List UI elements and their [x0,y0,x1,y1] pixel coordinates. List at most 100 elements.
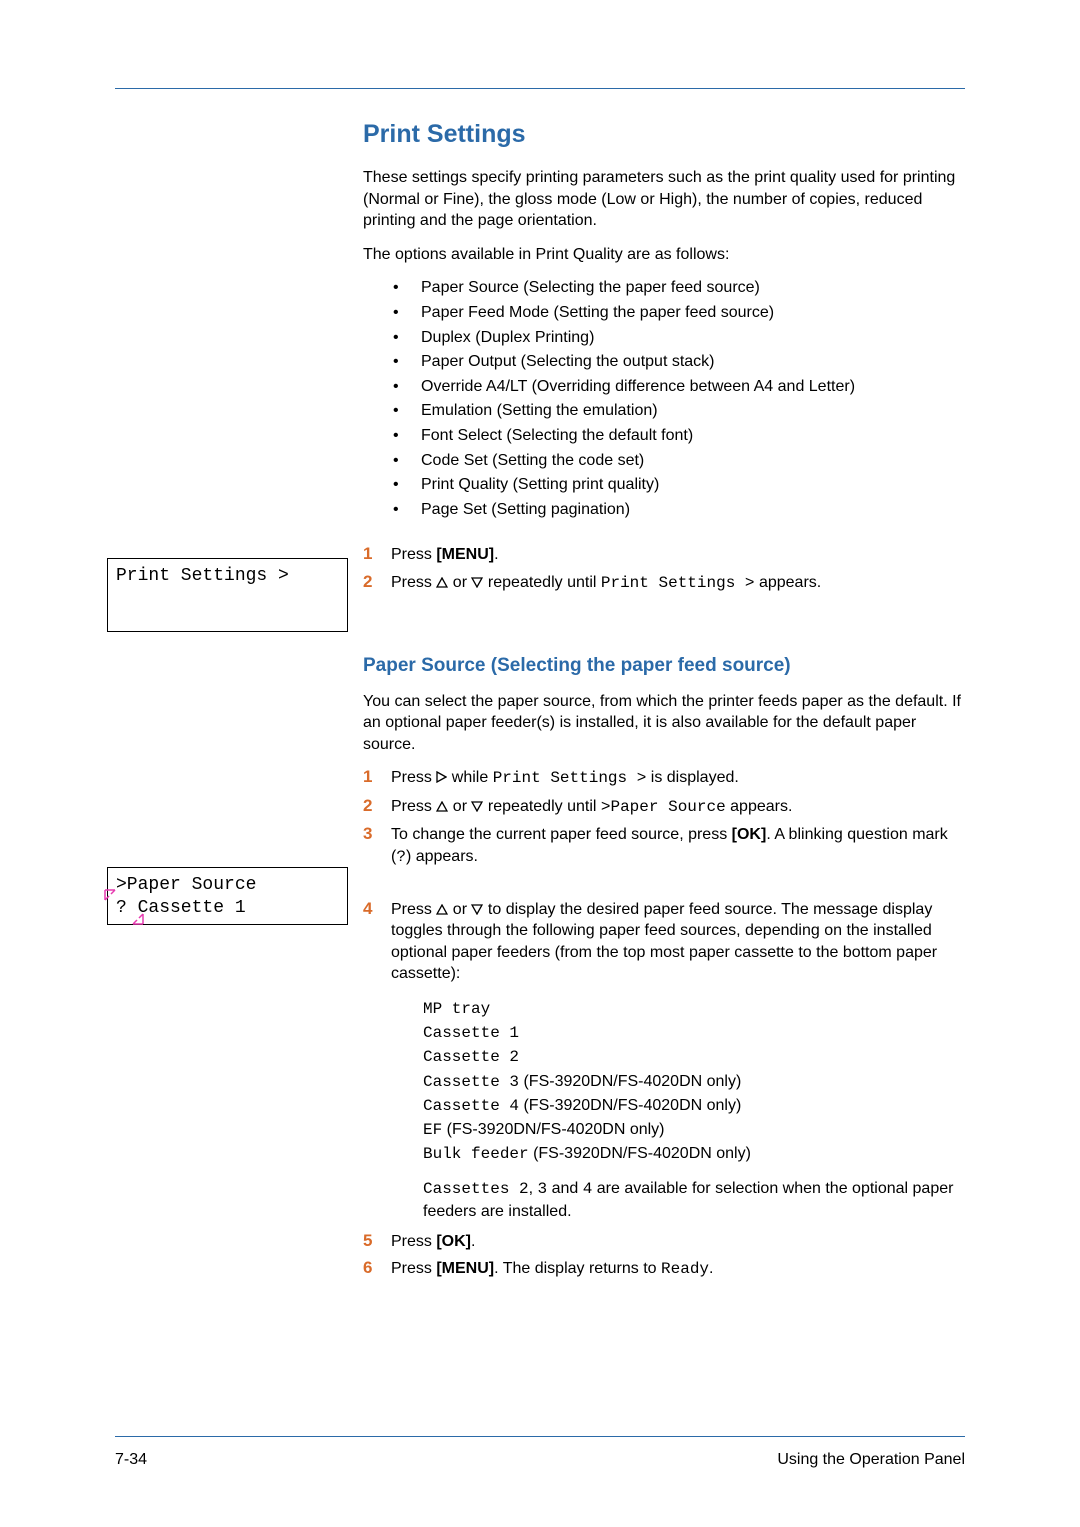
option-item: Font Select (Selecting the default font) [363,425,963,447]
bottom-rule [115,1436,965,1437]
src-row: MP tray [423,997,963,1021]
mono: >Paper Source [601,798,726,816]
m: EF [423,1121,442,1139]
up-icon [436,801,448,812]
t: Press [391,798,436,815]
step-number: 1 [363,767,391,787]
main-content: Print Settings These settings specify pr… [363,120,963,1287]
t: . [471,1233,475,1250]
option-item: Emulation (Setting the emulation) [363,400,963,422]
t: or [448,901,471,918]
intro-paragraph: These settings specify printing paramete… [363,167,963,232]
src-row: Cassette 3 (FS-3920DN/FS-4020DN only) [423,1070,963,1094]
n: (FS-3920DN/FS-4020DN only) [519,1097,741,1114]
right-icon [436,771,447,783]
options-lead: The options available in Print Quality a… [363,244,963,266]
n: (FS-3920DN/FS-4020DN only) [519,1073,741,1090]
t: appears. [755,574,822,591]
down-icon [471,801,483,812]
up-icon [436,577,448,588]
t: and [547,1180,583,1197]
top-rule [115,88,965,89]
section-body: You can select the paper source, from wh… [363,691,963,756]
page-label-right: Using the Operation Panel [777,1451,965,1469]
m: Cassette 2 [423,1048,519,1066]
step-b5: 5 Press [OK]. [363,1231,963,1253]
down-icon [471,577,483,588]
cassette-note: Cassettes 2, 3 and 4 are available for s… [423,1178,963,1222]
step-b2: 2 Press or repeatedly until >Paper Sourc… [363,796,963,819]
src-row: Bulk feeder (FS-3920DN/FS-4020DN only) [423,1142,963,1166]
t: . [709,1260,713,1277]
step-b3: 3 To change the current paper feed sourc… [363,824,963,868]
step-b6: 6 Press [MENU]. The display returns to R… [363,1258,963,1281]
corner-mark-2 [131,912,145,926]
source-list: MP tray Cassette 1 Cassette 2 Cassette 3… [423,997,963,1166]
key: [OK] [436,1233,471,1250]
t: or [448,574,471,591]
step-text: Press [MENU]. The display returns to Rea… [391,1258,713,1281]
step-b4: 4 Press or to display the desired paper … [363,899,963,1223]
n: (FS-3920DN/FS-4020DN only) [529,1145,751,1162]
t: Press [391,1260,436,1277]
option-item: Override A4/LT (Overriding difference be… [363,376,963,398]
t: . [494,546,498,563]
step-text: Press while Print Settings > is displaye… [391,767,739,790]
lcd2-line2: ? Cassette 1 [116,897,339,920]
m: 4 [583,1180,593,1198]
t: appears. [726,798,793,815]
t: or [448,798,471,815]
m: Cassette 3 [423,1073,519,1091]
option-item: Paper Feed Mode (Setting the paper feed … [363,302,963,324]
t: To change the current paper feed source,… [391,826,732,843]
src-row: Cassette 4 (FS-3920DN/FS-4020DN only) [423,1094,963,1118]
corner-mark-1 [103,888,117,902]
step-number: 5 [363,1231,391,1251]
mono: Print Settings > [493,769,647,787]
m: Cassette 1 [423,1024,519,1042]
section-heading: Paper Source (Selecting the paper feed s… [363,655,963,677]
option-item: Print Quality (Setting print quality) [363,474,963,496]
down-icon [471,904,483,915]
option-item: Duplex (Duplex Printing) [363,327,963,349]
option-item: Paper Output (Selecting the output stack… [363,351,963,373]
step-a1: 1 Press [MENU]. [363,544,963,566]
src-row: EF (FS-3920DN/FS-4020DN only) [423,1118,963,1142]
m: Cassette 4 [423,1097,519,1115]
option-item: Code Set (Setting the code set) [363,450,963,472]
mono: ? [396,848,406,866]
m: MP tray [423,1000,490,1018]
step-b1: 1 Press while Print Settings > is displa… [363,767,963,790]
lcd2-line1: >Paper Source [116,874,339,897]
lcd1-text: Print Settings > [116,566,289,586]
lcd-display-1: Print Settings > [107,558,348,632]
steps-a: 1 Press [MENU]. 2 Press or repeatedly un… [363,544,963,594]
step-a2: 2 Press or repeatedly until Print Settin… [363,572,963,595]
m: Bulk feeder [423,1145,529,1163]
options-list: Paper Source (Selecting the paper feed s… [363,277,963,520]
t: repeatedly until [483,798,600,815]
step-number: 4 [363,899,391,919]
step-number: 6 [363,1258,391,1278]
n: (FS-3920DN/FS-4020DN only) [442,1121,664,1138]
t: Press [391,546,436,563]
step-text: Press [OK]. [391,1231,475,1253]
step-text: Press or repeatedly until Print Settings… [391,572,821,595]
option-item: Page Set (Setting pagination) [363,499,963,521]
mono: Ready [661,1260,709,1278]
t: Press [391,1233,436,1250]
step-text: To change the current paper feed source,… [391,824,963,868]
up-icon [436,904,448,915]
page-title: Print Settings [363,120,963,149]
key: [MENU] [436,1260,494,1277]
step-number: 1 [363,544,391,564]
t: Press [391,769,436,786]
key: [OK] [732,826,767,843]
step-number: 3 [363,824,391,844]
m: Cassettes 2 [423,1180,529,1198]
step-text: Press [MENU]. [391,544,499,566]
t: ) appears. [406,848,478,865]
step-number: 2 [363,572,391,592]
mono: Print Settings > [601,574,755,592]
m: 3 [538,1180,548,1198]
